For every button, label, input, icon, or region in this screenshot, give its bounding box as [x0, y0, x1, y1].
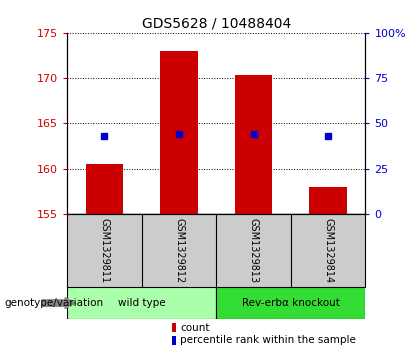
Text: wild type: wild type	[118, 298, 165, 308]
Text: GSM1329812: GSM1329812	[174, 218, 184, 283]
Bar	[216, 287, 365, 319]
Text: Rev-erbα knockout: Rev-erbα knockout	[242, 298, 340, 308]
Bar	[86, 164, 123, 214]
Bar	[160, 51, 198, 214]
Title: GDS5628 / 10488404: GDS5628 / 10488404	[142, 16, 291, 30]
Text: GSM1329814: GSM1329814	[323, 218, 333, 283]
Text: count: count	[181, 323, 210, 333]
Text: genotype/variation: genotype/variation	[4, 298, 103, 308]
Text: GSM1329813: GSM1329813	[249, 218, 259, 283]
Text: GSM1329811: GSM1329811	[100, 218, 110, 283]
Bar	[235, 75, 272, 214]
Bar	[67, 287, 216, 319]
Text: percentile rank within the sample: percentile rank within the sample	[181, 335, 356, 345]
Bar	[310, 187, 347, 214]
